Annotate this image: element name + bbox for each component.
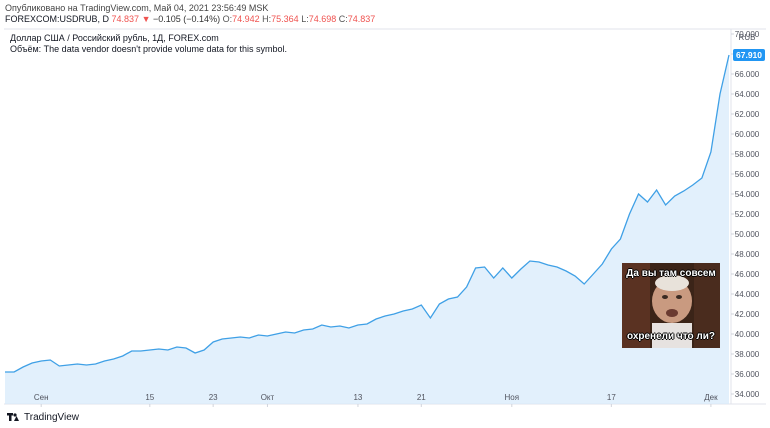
y-tick-label: 48.000 [735, 250, 760, 259]
x-tick-label: Сен [34, 393, 49, 402]
y-tick-label: 70.000 [735, 30, 760, 39]
x-tick-label: 13 [353, 393, 362, 402]
x-tick-label: 21 [417, 393, 426, 402]
open-label: O: [222, 14, 233, 24]
y-tick-label: 44.000 [735, 290, 760, 299]
x-tick-label: Дек [704, 393, 718, 402]
currency-label-text: RUB [739, 33, 756, 42]
change-arrow-icon: ▼ [141, 14, 151, 24]
tradingview-logo-icon[interactable] [6, 410, 20, 424]
close-value: 74.837 [347, 14, 376, 24]
x-tick-label: Окт [261, 393, 275, 402]
last-price: 74.837 [111, 14, 140, 24]
quote-line: FOREXCOM:USDRUB, D 74.837 ▼ −0.105 (−0.1… [5, 14, 375, 24]
y-tick-label: 60.000 [735, 130, 760, 139]
y-tick-label: 42.000 [735, 310, 760, 319]
y-tick-label: 56.000 [735, 170, 760, 179]
x-tick-label: 23 [209, 393, 218, 402]
last-price-tag: 67.910 [733, 49, 765, 61]
y-tick-label: 38.000 [735, 350, 760, 359]
y-tick-label: 40.000 [735, 330, 760, 339]
y-tick-label: 36.000 [735, 370, 760, 379]
y-tick-label: 66.000 [735, 70, 760, 79]
open-value: 74.942 [232, 14, 260, 24]
currency-label: RUB [739, 33, 756, 42]
high-value: 75.364 [271, 14, 299, 24]
y-tick-label: 52.000 [735, 210, 760, 219]
y-tick-label: 64.000 [735, 90, 760, 99]
close-label: C: [338, 14, 348, 24]
y-tick-label: 50.000 [735, 230, 760, 239]
x-tick-label: Ноя [505, 393, 520, 402]
change-value: −0.105 (−0.14%) [153, 14, 221, 24]
meme-top-text: Да вы там совсем [626, 268, 716, 279]
x-tick-label: 15 [145, 393, 154, 402]
y-tick-label: 34.000 [735, 390, 760, 399]
meme-face-picture [622, 263, 720, 348]
y-tick-label: 58.000 [735, 150, 760, 159]
low-label: L: [301, 14, 309, 24]
published-info: Опубликовано на TradingView.com, Май 04,… [5, 3, 269, 13]
price-tag-text: 67.910 [736, 50, 762, 60]
y-tick-label: 46.000 [735, 270, 760, 279]
meme-image: Да вы там совсем охренели что ли? [622, 263, 720, 348]
x-axis[interactable]: Сен1523Окт1321Ноя17Дек15 [34, 393, 770, 407]
footer[interactable]: TradingView [6, 410, 79, 424]
volume-note: Объём: The data vendor doesn't provide v… [10, 44, 288, 54]
x-tick-label: 17 [607, 393, 616, 402]
low-value: 74.698 [308, 14, 337, 24]
price-area-fill [5, 55, 729, 404]
symbol-label: FOREXCOM:USDRUB, D [5, 14, 110, 24]
price-tag-background [733, 49, 765, 61]
y-axis[interactable]: 34.000 36.000 38.000 40.000 42.000 44.000 46.0… [731, 30, 760, 399]
tradingview-brand[interactable]: TradingView [24, 411, 80, 423]
meme-bottom-text: охренели что ли? [626, 331, 716, 342]
high-label: H: [262, 14, 272, 24]
chart-title: Доллар США / Российский рубль, 1Д, FOREX… [10, 33, 219, 43]
y-tick-label: 54.000 [735, 190, 760, 199]
price-line [5, 54, 730, 373]
y-tick-label: 62.000 [735, 110, 760, 119]
